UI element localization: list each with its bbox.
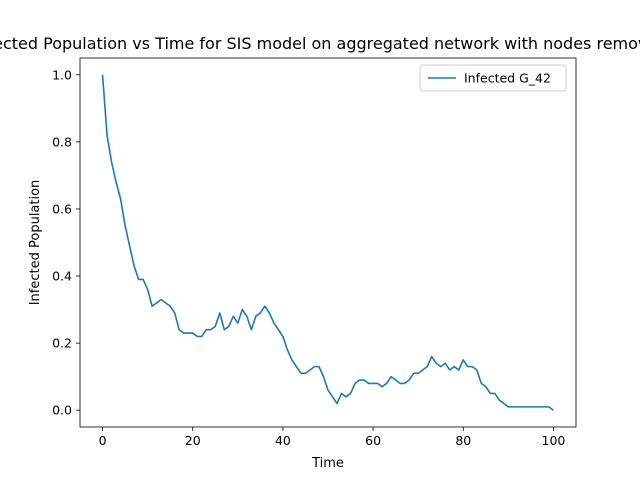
axes-frame bbox=[79, 57, 577, 428]
legend-label: Infected G_42 bbox=[464, 71, 551, 86]
y-axis-label: Infected Population bbox=[28, 180, 43, 306]
series-line bbox=[101, 74, 554, 411]
y-tick-label: 0.4 bbox=[52, 269, 72, 284]
legend-box bbox=[419, 64, 567, 92]
x-tick-label: 20 bbox=[185, 433, 201, 448]
x-tick-label: 0 bbox=[99, 433, 107, 448]
x-tick-label: 40 bbox=[275, 433, 291, 448]
x-axis-ticks: 0 20 40 60 80 100 bbox=[99, 427, 566, 448]
legend: Infected G_42 bbox=[419, 64, 567, 92]
series-layer bbox=[101, 74, 554, 411]
y-tick-label: 0.6 bbox=[52, 201, 72, 216]
x-tick-label: 60 bbox=[365, 433, 381, 448]
chart-title: Infected Population vs Time for SIS mode… bbox=[0, 34, 640, 53]
y-tick-label: 0.2 bbox=[52, 336, 72, 351]
y-tick-label: 0.8 bbox=[52, 134, 72, 149]
y-tick-label: 0.0 bbox=[52, 403, 72, 418]
x-tick-label: 100 bbox=[542, 433, 566, 448]
y-axis-ticks: 0.0 0.2 0.4 0.6 0.8 1.0 bbox=[52, 67, 80, 418]
x-axis-label: Time bbox=[311, 456, 344, 471]
y-tick-label: 1.0 bbox=[52, 67, 72, 82]
x-tick-label: 80 bbox=[455, 433, 471, 448]
